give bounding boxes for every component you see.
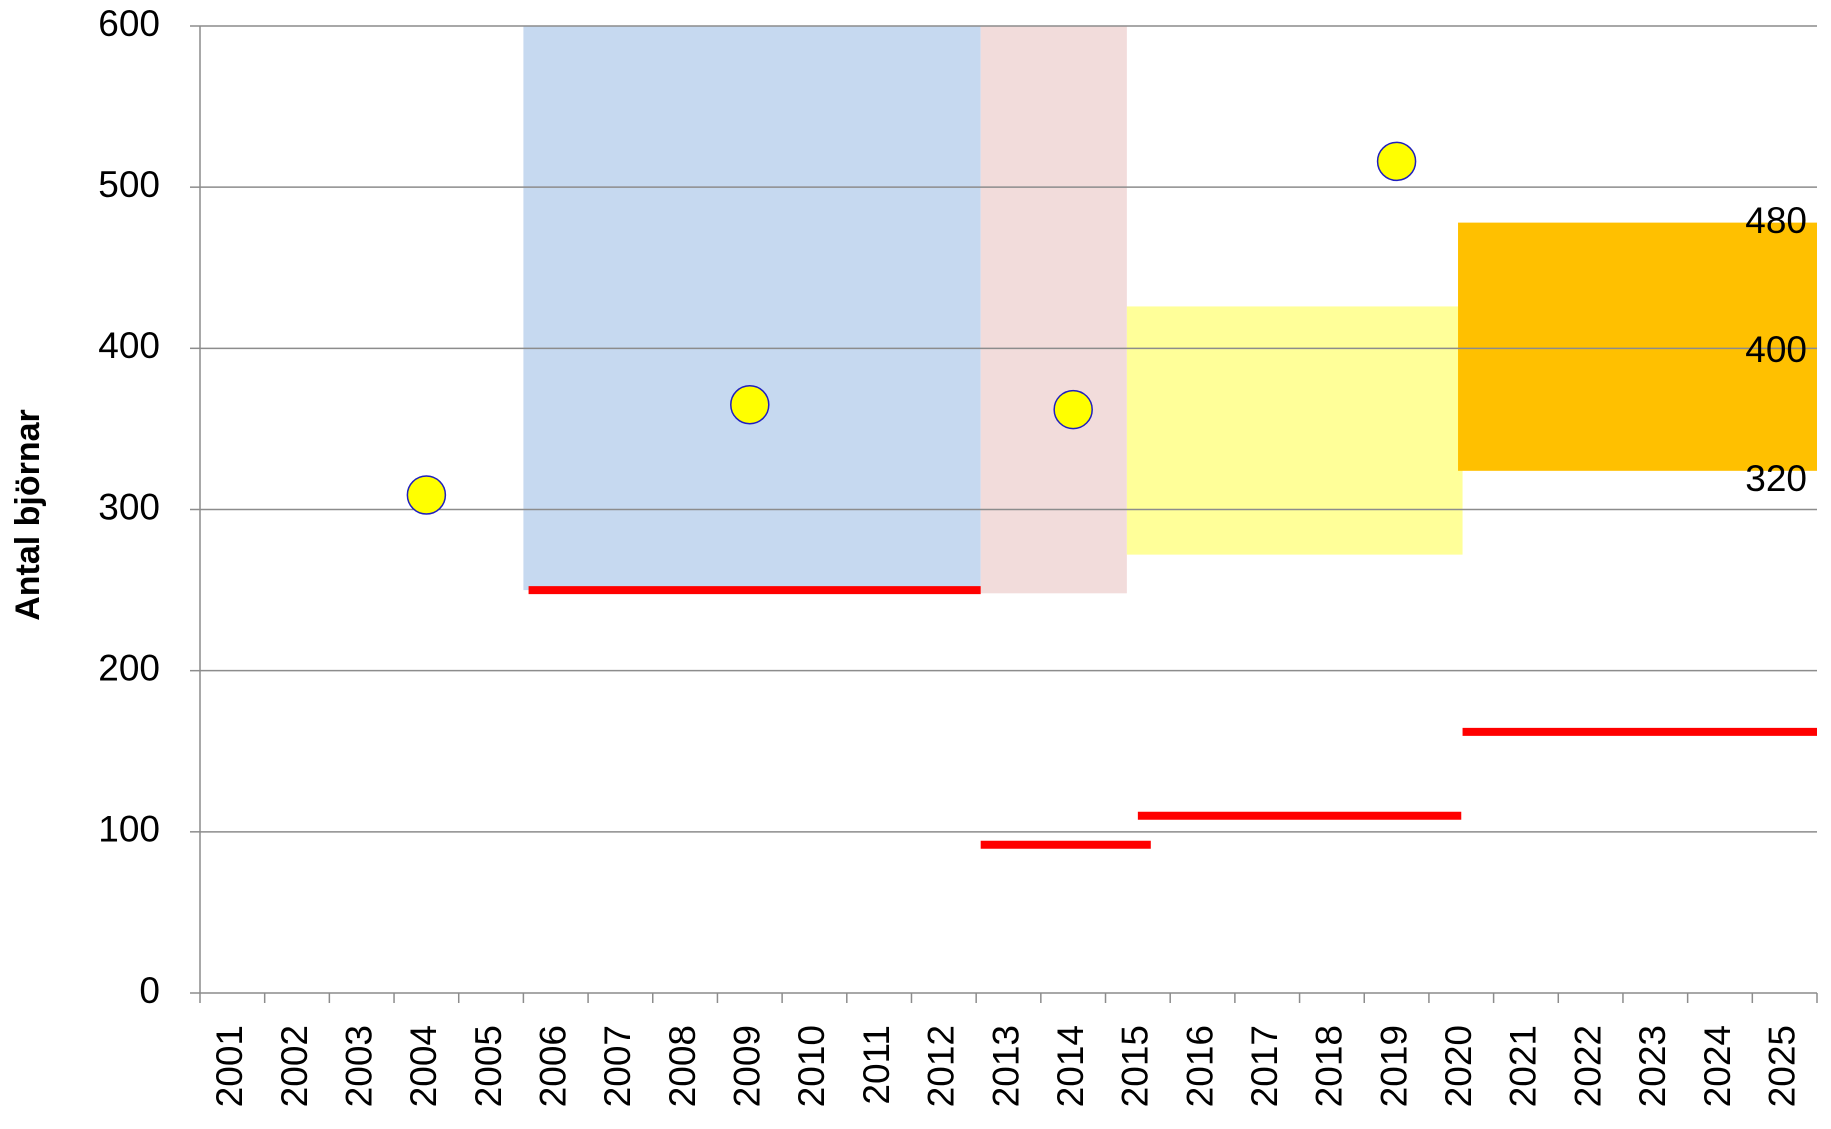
x-tick-label: 2015: [1115, 1025, 1156, 1107]
y-tick-label: 0: [139, 970, 160, 1011]
x-tick-label: 2009: [727, 1025, 768, 1107]
x-tick-label: 2018: [1309, 1025, 1350, 1107]
x-tick-label: 2003: [338, 1025, 379, 1107]
x-tick-label: 2004: [403, 1025, 444, 1107]
y-tick-label: 400: [98, 325, 160, 366]
y-tick-label: 600: [98, 3, 160, 44]
y-tick-label: 200: [98, 647, 160, 688]
band-label: 320: [1745, 458, 1807, 499]
point: [406, 475, 447, 515]
x-tick-label: 2023: [1632, 1025, 1673, 1107]
x-tick-label: 2001: [209, 1025, 250, 1107]
point: [1376, 141, 1417, 182]
x-tick-label: 2013: [985, 1025, 1026, 1107]
x-tick-label: 2016: [1179, 1025, 1220, 1107]
x-tick-label: 2020: [1438, 1025, 1479, 1107]
x-tick-label: 2022: [1567, 1025, 1608, 1107]
x-tick-label: 2010: [791, 1025, 832, 1107]
range-band: [1458, 222, 1817, 471]
x-tick-label: 2014: [1050, 1025, 1091, 1107]
range-band: [980, 26, 1127, 594]
x-tick-label: 2024: [1697, 1025, 1738, 1107]
y-axis-title: Antal björnar: [9, 409, 47, 621]
x-tick-label: 2002: [274, 1025, 315, 1107]
x-tick-label: 2005: [468, 1025, 509, 1107]
band-label: 480: [1745, 200, 1807, 241]
range-band: [523, 26, 981, 591]
x-tick-label: 2012: [921, 1025, 962, 1107]
range-band: [1126, 306, 1463, 555]
band-label: 400: [1745, 329, 1807, 370]
x-tick-label: 2021: [1503, 1025, 1544, 1107]
x-tick-label: 2007: [597, 1025, 638, 1107]
point: [730, 384, 770, 425]
x-tick-label: 2011: [856, 1025, 897, 1105]
y-tick-label: 100: [98, 809, 160, 850]
x-tick-label: 2019: [1373, 1025, 1414, 1107]
x-tick-label: 2008: [662, 1025, 703, 1107]
x-tick-label: 2017: [1244, 1025, 1285, 1107]
point: [1053, 389, 1093, 430]
y-tick-label: 500: [98, 164, 160, 205]
x-tick-label: 2006: [533, 1025, 574, 1107]
y-tick-label: 300: [98, 486, 160, 527]
x-tick-label: 2025: [1761, 1025, 1802, 1107]
